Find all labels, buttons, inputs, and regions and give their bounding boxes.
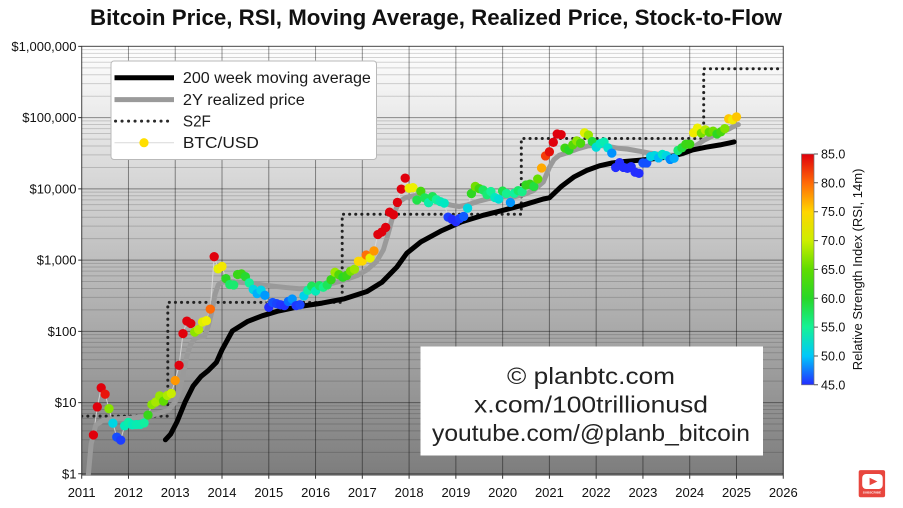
svg-text:2016: 2016: [301, 485, 330, 500]
svg-text:2017: 2017: [348, 485, 377, 500]
svg-text:2015: 2015: [254, 485, 283, 500]
svg-text:2024: 2024: [675, 485, 704, 500]
svg-text:65.0: 65.0: [821, 263, 845, 277]
svg-text:SUBSCRIBE: SUBSCRIBE: [863, 491, 881, 495]
svg-text:2014: 2014: [208, 485, 237, 500]
svg-text:$100,000: $100,000: [22, 110, 76, 125]
svg-text:BTC/USD: BTC/USD: [183, 135, 259, 152]
svg-text:$1,000: $1,000: [37, 253, 77, 268]
svg-text:85.0: 85.0: [821, 148, 845, 162]
svg-text:2025: 2025: [722, 485, 751, 500]
svg-text:60.0: 60.0: [821, 292, 845, 306]
svg-text:$1,000,000: $1,000,000: [11, 39, 76, 54]
svg-text:x.com/100trillionusd: x.com/100trillionusd: [474, 392, 708, 418]
svg-text:youtube.com/@planb_bitcoin: youtube.com/@planb_bitcoin: [432, 420, 750, 446]
svg-text:50.0: 50.0: [821, 350, 845, 364]
svg-text:2022: 2022: [582, 485, 611, 500]
svg-text:$10: $10: [55, 395, 77, 410]
svg-text:$1: $1: [62, 466, 76, 481]
svg-text:2019: 2019: [441, 485, 470, 500]
svg-text:2020: 2020: [488, 485, 517, 500]
svg-text:2013: 2013: [161, 485, 190, 500]
svg-text:45.0: 45.0: [821, 378, 845, 392]
svg-text:2026: 2026: [769, 485, 798, 500]
svg-text:$10,000: $10,000: [30, 181, 77, 196]
svg-text:80.0: 80.0: [821, 176, 845, 190]
svg-text:200 week moving average: 200 week moving average: [183, 70, 371, 87]
svg-text:Relative Strength Index (RSI,: Relative Strength Index (RSI, 14m): [850, 169, 865, 371]
svg-text:$100: $100: [48, 324, 77, 339]
svg-text:© planbtc.com: © planbtc.com: [507, 363, 675, 389]
svg-text:2021: 2021: [535, 485, 564, 500]
svg-text:2018: 2018: [395, 485, 424, 500]
svg-text:2011: 2011: [68, 485, 96, 500]
svg-text:2023: 2023: [628, 485, 657, 500]
svg-text:S2F: S2F: [183, 113, 211, 130]
svg-text:2Y realized price: 2Y realized price: [183, 92, 305, 109]
svg-text:70.0: 70.0: [821, 234, 845, 248]
svg-text:2012: 2012: [114, 485, 143, 500]
svg-text:75.0: 75.0: [821, 205, 845, 219]
svg-text:55.0: 55.0: [821, 321, 845, 335]
svg-text:Bitcoin Price, RSI, Moving Ave: Bitcoin Price, RSI, Moving Average, Real…: [90, 5, 782, 30]
